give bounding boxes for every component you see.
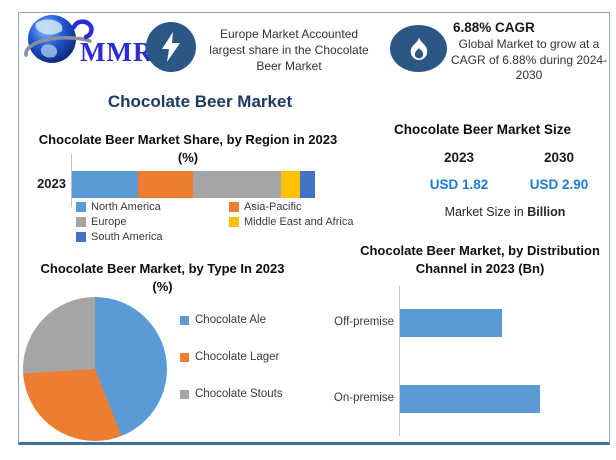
region-bar-segment xyxy=(300,171,315,198)
legend-item: Europe xyxy=(76,216,229,231)
legend-label: Middle East and Africa xyxy=(244,216,354,228)
market-size-value-start: USD 1.82 xyxy=(429,177,489,192)
legend-label: South America xyxy=(91,231,163,243)
legend-item: Chocolate Lager xyxy=(180,351,283,363)
legend-marker-north-america xyxy=(76,202,86,212)
type-chart-legend: Chocolate Ale Chocolate Lager Chocolate … xyxy=(180,314,283,400)
distribution-bar-on-premise xyxy=(400,385,540,413)
highlight-banner-text: Europe Market Accounted largest share in… xyxy=(209,27,369,74)
market-size-year-end: 2030 xyxy=(543,150,575,165)
legend-label: Chocolate Lager xyxy=(195,351,280,363)
market-size-title: Chocolate Beer Market Size xyxy=(393,122,572,137)
market-size-year-start: 2023 xyxy=(443,150,475,165)
distribution-chart-title: Chocolate Beer Market, by Distribution C… xyxy=(360,243,600,277)
distribution-chart-axis xyxy=(399,286,400,436)
distribution-category-off-premise: Off-premise xyxy=(334,316,394,328)
legend-marker-middle-east-africa xyxy=(229,217,239,227)
region-stacked-bar xyxy=(72,171,315,198)
region-bar-segment xyxy=(280,171,301,198)
region-chart-title: Chocolate Beer Market Share, by Region i… xyxy=(38,132,338,166)
legend-item: North America xyxy=(76,201,229,216)
mmr-logo: MMR xyxy=(24,13,152,69)
legend-marker-chocolate-stouts xyxy=(180,389,189,399)
market-size-note-prefix: Market Size in xyxy=(444,205,528,219)
logo-text: MMR xyxy=(80,37,154,67)
lightning-badge xyxy=(146,22,196,72)
globe-icon xyxy=(24,15,94,63)
cagr-title: 6.88% CAGR xyxy=(453,20,535,35)
region-bar-segment xyxy=(137,171,194,198)
market-size-note: Market Size in Billion xyxy=(400,205,610,219)
legend-marker-south-america xyxy=(76,232,86,242)
type-pie-chart xyxy=(23,297,167,441)
legend-marker-asia-pacific xyxy=(229,202,239,212)
cagr-text: Global Market to grow at a CAGR of 6.88%… xyxy=(450,37,608,83)
region-bar-segment xyxy=(72,171,138,198)
distribution-bar-off-premise xyxy=(400,309,502,337)
flame-icon xyxy=(410,36,427,60)
legend-item: Chocolate Stouts xyxy=(180,388,283,400)
legend-item: Asia-Pacific xyxy=(229,201,353,216)
legend-marker-europe xyxy=(76,217,86,227)
flame-inner xyxy=(414,47,423,58)
legend-label: Chocolate Ale xyxy=(195,314,266,326)
legend-marker-chocolate-ale xyxy=(180,315,189,325)
flame-badge xyxy=(390,25,447,72)
legend-label: Europe xyxy=(91,216,127,228)
region-bar-segment xyxy=(193,171,281,198)
market-size-value-end: USD 2.90 xyxy=(529,177,589,192)
type-chart-title: Chocolate Beer Market, by Type In 2023 (… xyxy=(40,261,285,295)
legend-item: Chocolate Ale xyxy=(180,314,283,326)
region-chart-category-label: 2023 xyxy=(37,176,66,191)
legend-item: Middle East and Africa xyxy=(229,216,353,231)
legend-label: Chocolate Stouts xyxy=(195,388,283,400)
region-chart-axis xyxy=(71,154,72,207)
cagr-banner: 6.88% CAGR Global Market to grow at a CA… xyxy=(449,20,609,84)
market-size-note-unit: Billion xyxy=(527,205,566,219)
legend-label: Asia-Pacific xyxy=(244,201,302,213)
distribution-category-on-premise: On-premise xyxy=(333,392,394,404)
legend-label: North America xyxy=(91,201,161,213)
page-title: Chocolate Beer Market xyxy=(107,92,293,111)
legend-marker-chocolate-lager xyxy=(180,352,189,362)
legend-item: South America xyxy=(76,231,229,246)
region-chart-legend: North America Europe South America Asia-… xyxy=(76,201,353,246)
lightning-icon xyxy=(162,32,180,62)
